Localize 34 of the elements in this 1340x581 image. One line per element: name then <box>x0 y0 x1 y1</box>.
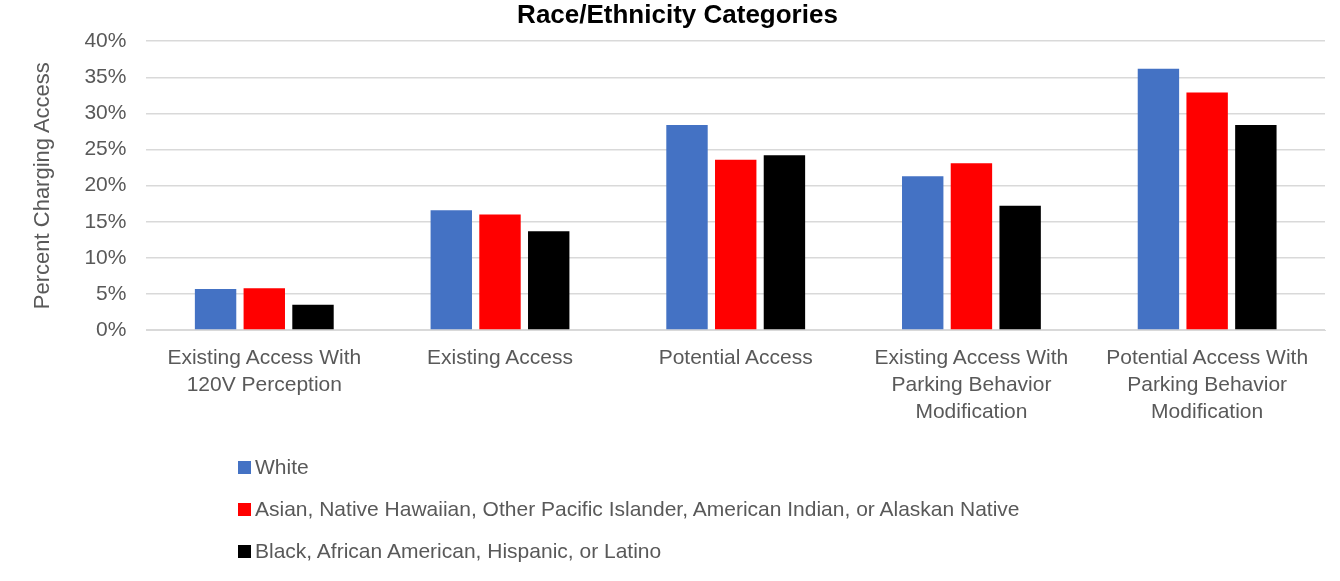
bar <box>902 176 944 330</box>
bar <box>194 288 237 330</box>
bar <box>243 288 285 330</box>
y-tick-label: 35% <box>84 64 127 88</box>
y-tick-label: 40% <box>84 28 127 51</box>
y-tick-label: 25% <box>84 136 127 160</box>
bar <box>292 304 334 330</box>
bar <box>1235 124 1277 330</box>
bar <box>950 163 993 330</box>
y-tick-label: 0% <box>96 316 127 340</box>
y-tick-label: 5% <box>96 280 127 304</box>
y-axis-title: Percent Charging Access <box>29 62 55 310</box>
y-tick-label: 30% <box>84 100 127 124</box>
bar <box>430 210 472 330</box>
x-tick-label: Existing Access With 120V Perception <box>167 344 362 395</box>
x-tick-label: Existing Access With Parking Behavior Modification <box>874 344 1069 423</box>
chart-title: Race/Ethnicity Categories <box>517 0 838 29</box>
legend-label: Black, African American, Hispanic, or Latino <box>255 539 662 563</box>
bar <box>715 159 757 330</box>
x-tick-label: Potential Access <box>658 344 813 368</box>
bar <box>763 155 806 330</box>
x-tick-label: Potential Access With Parking Behavior Modification <box>1106 344 1309 423</box>
bar <box>479 214 521 330</box>
legend-label: White <box>255 455 309 479</box>
bar <box>999 205 1041 330</box>
bar <box>528 231 570 330</box>
y-tick-label: 10% <box>84 244 127 268</box>
y-tick-label: 20% <box>84 172 127 196</box>
x-tick-label: Existing Access <box>427 344 573 368</box>
bar <box>1186 92 1228 330</box>
legend-label: Asian, Native Hawaiian, Other Pacific Islander, American Indian, or Alaskan Native <box>255 497 1020 521</box>
y-tick-label: 15% <box>84 208 127 232</box>
bar <box>666 124 708 330</box>
bar <box>1137 68 1180 330</box>
